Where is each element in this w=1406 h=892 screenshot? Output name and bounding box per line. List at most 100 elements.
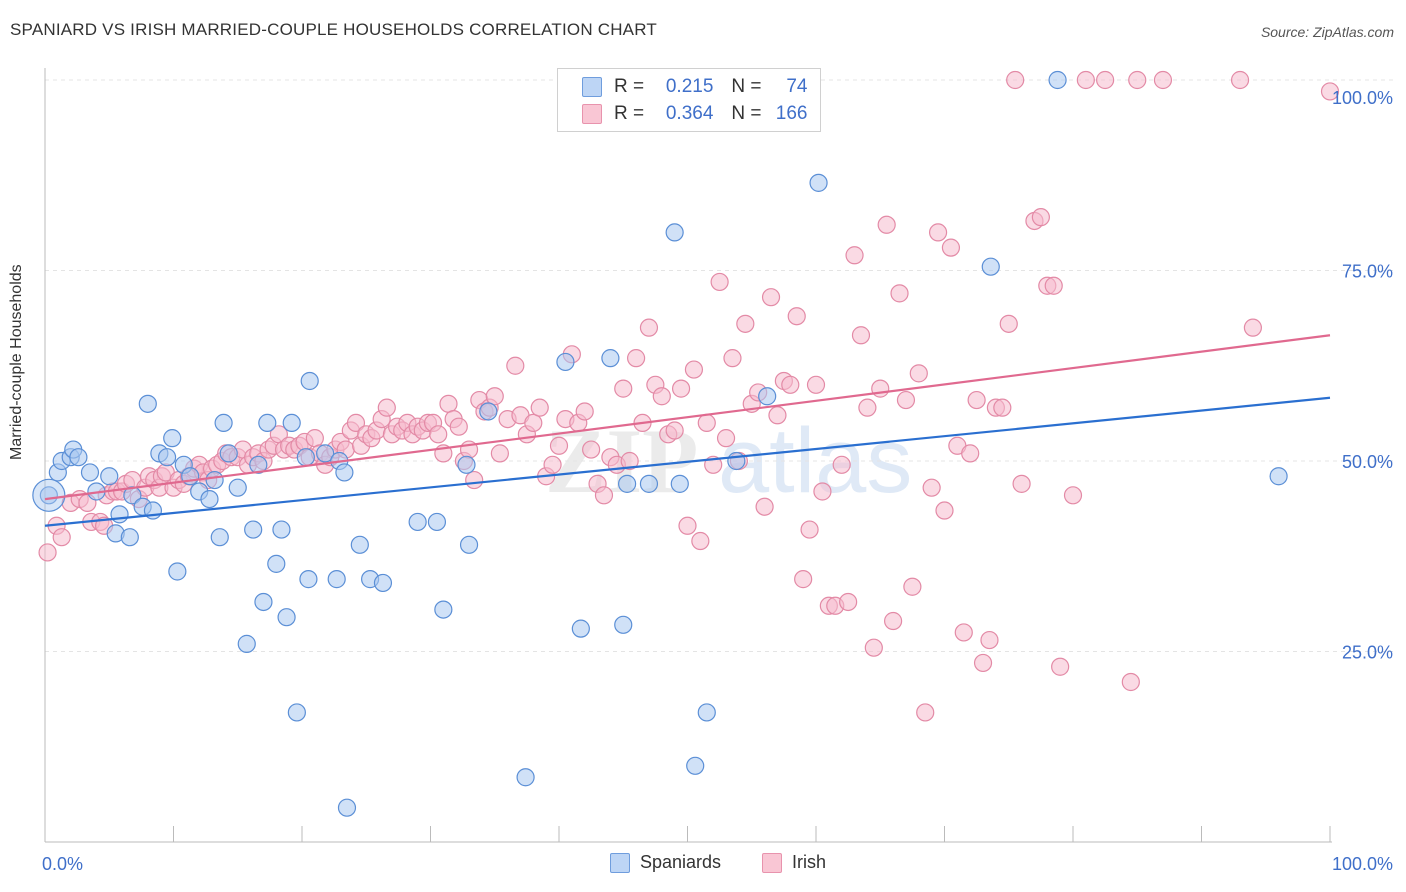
data-point-irish <box>993 398 1012 417</box>
data-point-spaniards <box>350 535 369 554</box>
data-point-spaniards <box>1269 467 1288 486</box>
data-point-irish <box>967 390 986 410</box>
data-point-irish <box>1076 70 1095 90</box>
data-point-spaniards <box>316 444 335 463</box>
irish-swatch <box>762 852 782 873</box>
data-point-irish <box>665 421 684 440</box>
trend-line-irish <box>44 334 1331 501</box>
data-point-irish <box>549 436 569 455</box>
data-point-spaniards <box>244 520 263 539</box>
legend-n-value: 74 <box>786 76 808 97</box>
x-tick-label: 0.0% <box>42 854 83 874</box>
data-point-spaniards <box>163 429 182 448</box>
source-credit: Source: ZipAtlas.com <box>1260 24 1394 40</box>
data-point-irish <box>935 501 954 520</box>
data-point-spaniards <box>249 455 268 474</box>
data-point-irish <box>961 444 980 463</box>
data-point-irish <box>582 440 601 459</box>
data-point-spaniards <box>228 478 247 497</box>
data-point-spaniards <box>210 528 229 547</box>
data-point-spaniards <box>267 554 286 573</box>
x-tick-label: 100.0% <box>1332 854 1393 874</box>
legend-r-label: R = <box>614 76 645 97</box>
legend-row-spaniards: R = 0.215 N = 74 <box>582 75 808 99</box>
data-point-spaniards <box>335 463 354 482</box>
data-point-irish <box>697 413 716 432</box>
data-point-irish <box>652 387 671 406</box>
data-point-irish <box>671 379 691 398</box>
data-point-spaniards <box>157 448 177 467</box>
data-point-irish <box>710 272 729 292</box>
data-point-irish <box>922 478 941 497</box>
data-point-irish <box>851 326 871 345</box>
data-point-spaniards <box>981 257 1000 276</box>
data-point-spaniards <box>110 505 129 524</box>
data-point-irish <box>1121 672 1140 692</box>
data-point-irish <box>954 623 973 642</box>
data-point-irish <box>38 543 57 562</box>
data-point-irish <box>52 528 71 547</box>
data-point-spaniards <box>686 756 705 775</box>
data-point-irish <box>813 482 832 501</box>
data-point-irish <box>794 570 813 589</box>
data-point-irish <box>909 364 928 383</box>
data-point-irish <box>800 520 819 539</box>
data-point-spaniards <box>205 470 224 490</box>
data-point-spaniards <box>282 413 301 432</box>
data-point-spaniards <box>287 703 306 722</box>
series-legend: Spaniards Irish <box>0 852 1406 878</box>
legend-item-irish[interactable]: Irish <box>762 852 826 873</box>
data-point-irish <box>543 455 562 474</box>
data-point-spaniards <box>665 223 684 242</box>
data-point-spaniards <box>758 387 777 406</box>
tick-labels: 25.0% 50.0% 75.0% 100.0% 0.0% 100.0% <box>42 88 1393 874</box>
data-point-irish <box>594 486 614 505</box>
data-point-irish <box>768 406 787 425</box>
data-point-irish <box>1230 70 1250 90</box>
data-point-irish <box>999 314 1018 333</box>
data-point-irish <box>620 451 639 471</box>
irish-swatch <box>582 104 602 124</box>
trend-lines <box>44 334 1331 527</box>
data-point-irish <box>485 387 504 406</box>
data-point-irish <box>877 215 896 234</box>
data-point-irish <box>305 429 324 448</box>
data-point-irish <box>716 429 736 448</box>
data-point-spaniards-large <box>32 478 66 512</box>
data-point-irish <box>980 630 999 650</box>
data-point-spaniards <box>277 608 296 627</box>
legend-n-value: 166 <box>775 103 808 124</box>
data-point-irish <box>530 398 549 417</box>
data-point-irish <box>883 611 903 631</box>
data-point-spaniards <box>618 474 637 493</box>
data-point-spaniards <box>1048 70 1067 90</box>
data-point-spaniards <box>614 615 633 634</box>
legend-n-label: N = <box>731 103 762 124</box>
data-point-spaniards <box>237 634 256 653</box>
data-point-spaniards <box>300 371 319 391</box>
data-point-spaniards <box>727 451 746 471</box>
data-point-irish <box>864 638 883 657</box>
data-point-irish <box>1063 486 1083 505</box>
data-point-irish <box>781 375 800 394</box>
data-point-irish <box>575 402 594 421</box>
data-point-irish <box>439 394 458 413</box>
data-point-spaniards <box>39 486 58 505</box>
data-point-irish <box>832 455 851 474</box>
data-point-irish <box>896 390 916 410</box>
data-point-irish <box>941 238 961 257</box>
data-point-spaniards <box>100 467 119 486</box>
legend-label-irish: Irish <box>792 852 827 872</box>
legend-r-value: 0.215 <box>665 76 714 97</box>
data-point-irish <box>1128 70 1147 90</box>
data-point-irish <box>806 375 826 394</box>
data-point-spaniards <box>272 520 291 539</box>
data-point-spaniards <box>219 444 238 463</box>
data-point-spaniards <box>138 394 157 413</box>
data-point-spaniards <box>434 600 453 619</box>
legend-item-spaniards[interactable]: Spaniards <box>610 852 721 873</box>
data-point-spaniards <box>601 349 620 368</box>
data-point-irish <box>691 531 710 551</box>
data-point-irish <box>346 413 366 432</box>
